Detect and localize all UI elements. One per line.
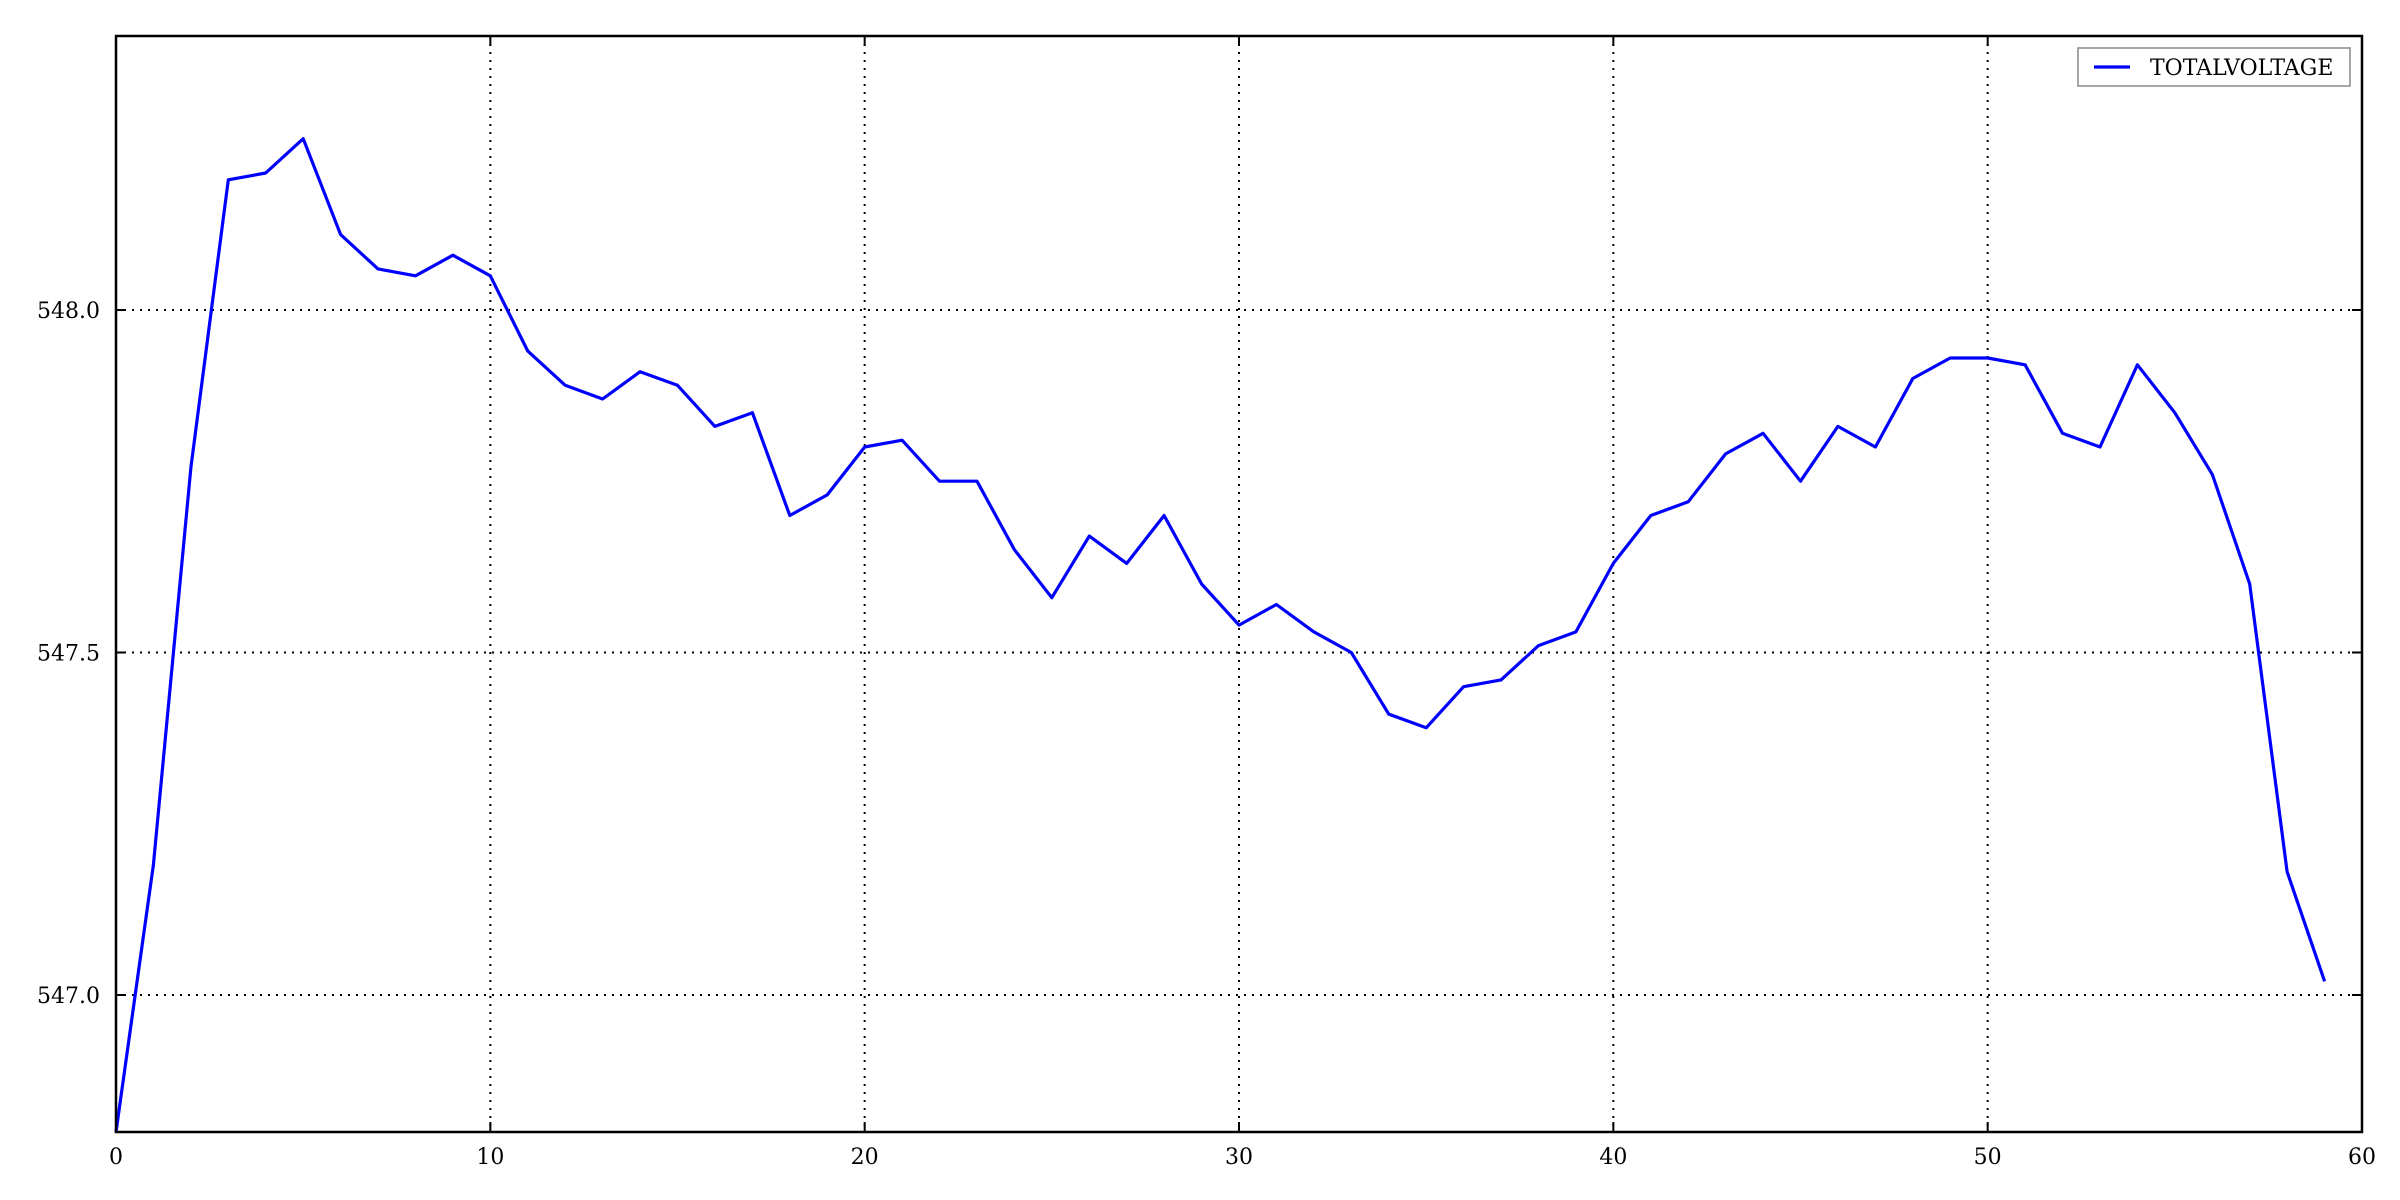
x-tick-label: 60: [2348, 1145, 2376, 1170]
y-tick-label: 547.5: [37, 642, 100, 667]
axes-frame: [114, 34, 2364, 1134]
y-tick-labels: 547.0 547.5 548.0: [37, 299, 100, 1009]
x-tick-label: 20: [851, 1145, 879, 1170]
legend-entry-label: TOTALVOLTAGE: [2150, 56, 2333, 81]
x-tick-label: 50: [1974, 1145, 2002, 1170]
x-tick-label: 10: [476, 1145, 504, 1170]
y-tick-label: 547.0: [37, 984, 100, 1009]
y-tick-label: 548.0: [37, 299, 100, 324]
grid-lines: [116, 36, 2362, 1132]
x-tick-label: 30: [1225, 1145, 1253, 1170]
x-tick-labels: 0 10 20 30 40 50 60: [109, 1145, 2376, 1170]
x-tick-label: 40: [1599, 1145, 1627, 1170]
tick-marks: [115, 36, 2363, 1132]
legend: TOTALVOLTAGE: [2077, 47, 2351, 87]
legend-box: [2077, 47, 2351, 87]
series-layer: [114, 137, 2327, 1133]
series-line-totalvoltage: [114, 137, 2327, 1133]
x-tick-label: 0: [109, 1145, 123, 1170]
